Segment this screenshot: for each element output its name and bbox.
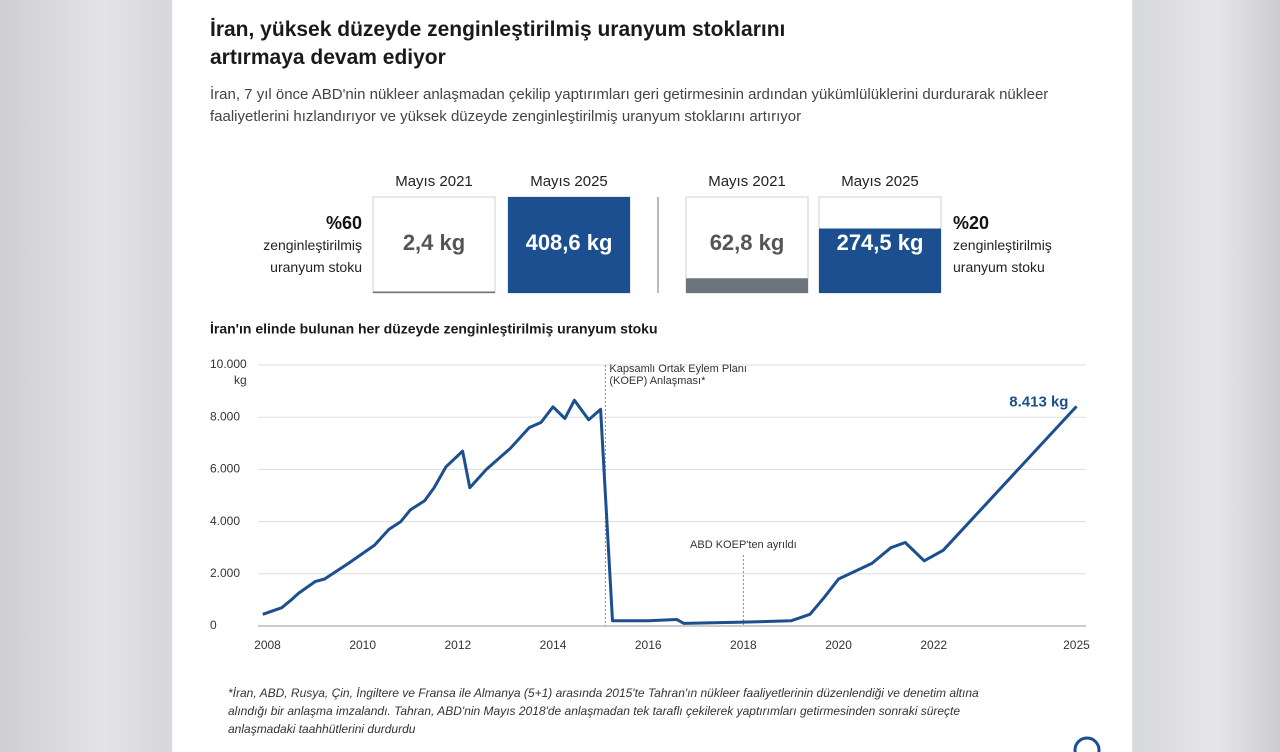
caption-label: %20 [953, 213, 990, 233]
x-tick-label: 2025 [1063, 638, 1090, 652]
box-outline [685, 196, 809, 294]
value-label: 408,6 kg [526, 230, 613, 255]
period-label: Mayıs 2025 [841, 173, 919, 190]
value-label: 2,4 kg [403, 230, 465, 255]
caption-text: zenginleştirilmiş uranyum stoku [263, 237, 362, 275]
logo [1073, 736, 1101, 752]
x-tick-label: 2022 [920, 638, 947, 652]
annotation-text: ABD KOEP'ten ayrıldı [690, 539, 797, 551]
y-tick-label: 10.000 [210, 357, 247, 371]
y-tick-label: 2.000 [210, 566, 240, 580]
y-unit: kg [234, 373, 247, 387]
subtitle: İran, 7 yıl önce ABD'nin nükleer anlaşma… [210, 86, 1049, 125]
caption: %60 zenginleştirilmiş uranyum stoku [212, 212, 362, 278]
fill-bar [819, 228, 941, 293]
period-label: Mayıs 2021 [708, 173, 786, 190]
y-tick-label: 8.000 [210, 409, 240, 423]
title: İran, yüksek düzeyde zenginleştirilmiş u… [210, 18, 786, 69]
fill-bar [508, 197, 630, 293]
x-tick-label: 2020 [825, 638, 852, 652]
value-label: 62,8 kg [710, 230, 785, 255]
x-tick-label: 2016 [635, 638, 662, 652]
fill-bar [373, 291, 495, 293]
data-label: 8.413 kg [1009, 393, 1068, 410]
caption-text: zenginleştirilmiş uranyum stoku [953, 237, 1052, 275]
box-outline [372, 196, 496, 294]
x-tick-label: 2018 [730, 638, 757, 652]
fill-bar [686, 278, 808, 293]
line-series [262, 398, 1078, 625]
x-tick-label: 2010 [349, 638, 376, 652]
period-label: Mayıs 2021 [395, 173, 473, 190]
annotation: Kapsamlı Ortak Eylem Planı (KOEP) Anlaşm… [609, 363, 747, 387]
x-tick-label: 2012 [445, 638, 472, 652]
y-tick-label: 0 [210, 618, 217, 632]
footnote: *İran, ABD, Rusya, Çin, İngiltere ve Fra… [228, 686, 979, 736]
value-label: 274,5 kg [837, 230, 924, 255]
x-tick-label: 2008 [254, 638, 281, 652]
y-tick-label: 4.000 [210, 514, 240, 528]
caption-label: %60 [325, 213, 362, 233]
caption: %20 zenginleştirilmiş uranyum stoku [953, 212, 1093, 278]
period-label: Mayıs 2025 [530, 173, 608, 190]
y-tick-label: 6.000 [210, 462, 240, 476]
annotation-text: Kapsamlı Ortak Eylem Planı (KOEP) Anlaşm… [609, 363, 747, 387]
chart-title: İran'ın elinde bulunan her düzeyde zengi… [210, 321, 658, 337]
x-tick-label: 2014 [540, 638, 567, 652]
